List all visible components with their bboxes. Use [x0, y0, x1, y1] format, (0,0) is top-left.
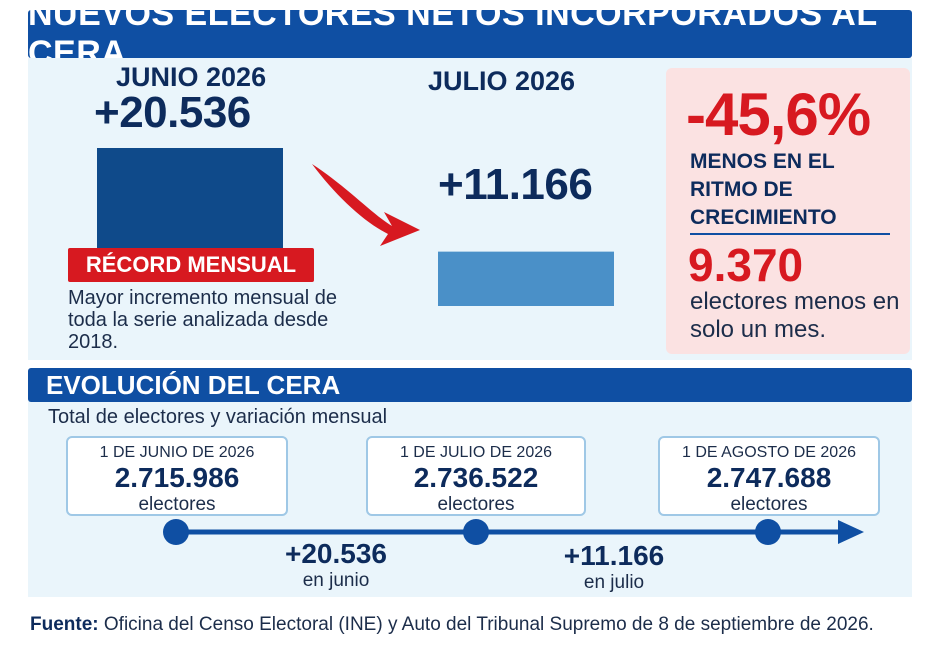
- timeline-delta-june: +20.536 en junio: [256, 538, 416, 592]
- timeline-unit: electores: [730, 494, 808, 515]
- evolution-title: EVOLUCIÓN DEL CERA: [46, 369, 341, 400]
- main-title-banner: NUEVOS ELECTORES NETOS INCORPORADOS AL C…: [28, 0, 912, 72]
- timeline-total: 2.715.986: [114, 462, 240, 493]
- main-title: NUEVOS ELECTORES NETOS INCORPORADOS AL C…: [28, 0, 877, 72]
- change-summary-box: [666, 68, 910, 354]
- voter-difference-description: electores menos en solo un mes.: [690, 288, 900, 343]
- bar-chart: [97, 148, 614, 306]
- timeline-point: [163, 519, 189, 545]
- bar-july: [438, 251, 614, 306]
- record-badge: RÉCORD MENSUAL: [68, 248, 314, 282]
- timeline-unit: electores: [437, 494, 515, 515]
- timeline-chart: [163, 519, 864, 545]
- timeline-date: 1 DE JUNIO DE 2026: [99, 444, 255, 461]
- timeline-card-june: 1 DE JUNIO DE 2026 2.715.986 electores: [66, 436, 288, 516]
- bar-category-june: JUNIO 2026: [116, 62, 267, 92]
- decline-arrow-icon: [312, 164, 420, 246]
- bar-value-label-june: +20.536: [94, 88, 251, 137]
- voter-difference-value: 9.370: [688, 239, 804, 291]
- delta-label: en junio: [302, 570, 370, 591]
- timeline-date: 1 DE AGOSTO DE 2026: [681, 444, 856, 461]
- timeline-date: 1 DE JULIO DE 2026: [399, 444, 553, 461]
- timeline-point: [755, 519, 781, 545]
- record-description: Mayor incremento mensual de toda la seri…: [68, 287, 338, 353]
- divider: [690, 233, 890, 235]
- bar-june: [97, 148, 283, 248]
- delta-value: +11.166: [563, 540, 665, 571]
- timeline-point: [463, 519, 489, 545]
- source-note: Fuente: Oficina del Censo Electoral (INE…: [30, 614, 874, 636]
- source-text: Oficina del Censo Electoral (INE) y Auto…: [103, 614, 874, 635]
- delta-label: en julio: [583, 572, 645, 593]
- source-label: Fuente:: [30, 614, 99, 635]
- timeline-card-july: 1 DE JULIO DE 2026 2.736.522 electores: [366, 436, 586, 516]
- bar-value-label-july: +11.166: [438, 160, 593, 209]
- growth-change-percent: -45,6%: [686, 81, 871, 148]
- timeline-card-august: 1 DE AGOSTO DE 2026 2.747.688 electores: [658, 436, 880, 516]
- timeline-total: 2.736.522: [413, 462, 539, 493]
- evolution-banner: EVOLUCIÓN DEL CERA: [28, 368, 912, 402]
- timeline-delta-july: +11.166 en julio: [534, 540, 694, 594]
- timeline-unit: electores: [138, 494, 216, 515]
- timeline-total: 2.747.688: [706, 462, 832, 493]
- timeline-arrowhead-icon: [838, 520, 864, 544]
- evolution-subtitle: Total de electores y variación mensual: [48, 406, 388, 428]
- bar-category-july: JULIO 2026: [428, 66, 576, 96]
- delta-value: +20.536: [285, 538, 387, 569]
- growth-change-description: MENOS EN EL RITMO DE CRECIMIENTO: [690, 150, 837, 229]
